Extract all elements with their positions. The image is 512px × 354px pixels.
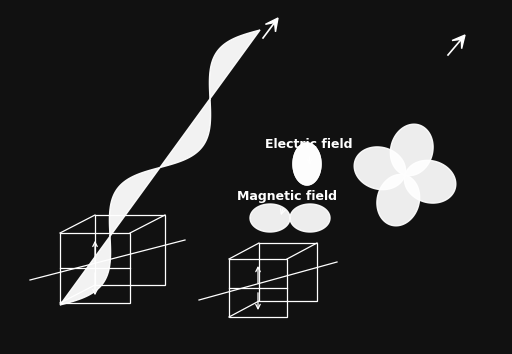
Polygon shape: [354, 147, 406, 190]
Polygon shape: [390, 124, 433, 176]
Polygon shape: [160, 99, 210, 167]
Text: Magnetic field: Magnetic field: [237, 190, 337, 214]
Polygon shape: [290, 204, 330, 232]
Text: Electric field: Electric field: [265, 138, 352, 164]
Polygon shape: [60, 236, 111, 305]
Polygon shape: [110, 167, 160, 236]
Polygon shape: [452, 35, 465, 49]
Polygon shape: [265, 18, 278, 32]
Polygon shape: [293, 143, 321, 185]
Polygon shape: [209, 30, 260, 99]
Polygon shape: [293, 143, 321, 185]
Polygon shape: [377, 175, 420, 226]
Polygon shape: [404, 160, 456, 203]
Polygon shape: [250, 204, 290, 232]
